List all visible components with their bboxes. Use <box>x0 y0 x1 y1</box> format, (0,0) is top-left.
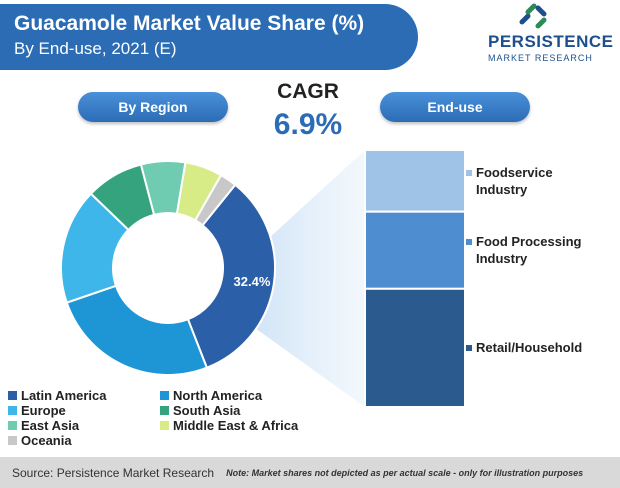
legend-item-oceania: Oceania <box>8 433 72 448</box>
footer: Source: Persistence Market Research Note… <box>0 457 620 488</box>
legend-label-foodservice-industry: Foodservice Industry <box>476 164 553 197</box>
donut-slice-oceania <box>193 173 237 227</box>
logo-icon <box>519 3 547 29</box>
chart-subtitle: By End-use, 2021 (E) <box>14 39 177 58</box>
legend-item-south-asia: South Asia <box>160 403 240 418</box>
chart-title: Guacamole Market Value Share (%) <box>14 12 365 35</box>
legend-swatch <box>8 421 17 430</box>
legend-item-europe: Europe <box>8 403 66 418</box>
legend-item-latin-america: Latin America <box>8 388 107 403</box>
legend-marker-food-processing-industry <box>466 239 472 246</box>
legend-label: East Asia <box>21 418 80 433</box>
connector-beam <box>256 150 365 407</box>
legend-item-north-america: North America <box>160 388 262 403</box>
cagr-value: 6.9% <box>273 108 343 141</box>
source-text: Source: Persistence Market Research <box>12 465 215 480</box>
legend-swatch <box>8 406 17 415</box>
legend-swatch <box>160 406 169 415</box>
latin-america-data-label: 32.4% <box>234 274 271 289</box>
legend-item-middle-east-and-africa: Middle East & Africa <box>160 418 298 433</box>
scale-note: Note: Market shares not depicted as per … <box>226 467 584 478</box>
legend-item-east-asia: East Asia <box>8 418 79 433</box>
legend-label: Latin America <box>21 388 107 403</box>
bar-segment-retail-household <box>364 287 466 408</box>
logo-tagline: MARKET RESEARCH <box>488 53 593 63</box>
donut-slice-latin-america <box>186 183 276 369</box>
region-donut <box>60 160 276 376</box>
end-use-stacked-bar <box>364 149 466 408</box>
legend-swatch <box>8 391 17 400</box>
legend-swatch <box>8 436 17 445</box>
legend-label: Oceania <box>21 433 72 448</box>
bar-segment-foodservice-industry <box>364 149 466 213</box>
legend-swatch <box>160 391 169 400</box>
legend-label: Europe <box>21 403 66 418</box>
legend-label: Middle East & Africa <box>173 418 299 433</box>
logo-name: PERSISTENCE <box>488 32 614 51</box>
by-region-pill: By Region <box>78 92 228 122</box>
bar-segment-food-processing-industry <box>364 210 466 290</box>
legend-label: North America <box>173 388 263 403</box>
legend-label-food-processing-industry: Food Processing Industry <box>476 234 582 267</box>
persistence-logo: PERSISTENCE MARKET RESEARCH <box>452 3 614 76</box>
donut-slice-north-america <box>65 284 209 376</box>
legend-swatch <box>160 421 169 430</box>
cagr-label: CAGR <box>277 80 339 103</box>
legend-label-retail-household: Retail/Household <box>476 340 583 356</box>
legend-marker-retail-household <box>466 345 472 352</box>
end-use-pill: End-use <box>380 92 530 122</box>
legend-label: South Asia <box>173 403 241 418</box>
legend-marker-foodservice-industry <box>466 169 472 176</box>
region-legend: Latin America North America Europe South As… <box>8 388 348 450</box>
title-banner: Guacamole Market Value Share (%) By End-… <box>0 4 418 70</box>
